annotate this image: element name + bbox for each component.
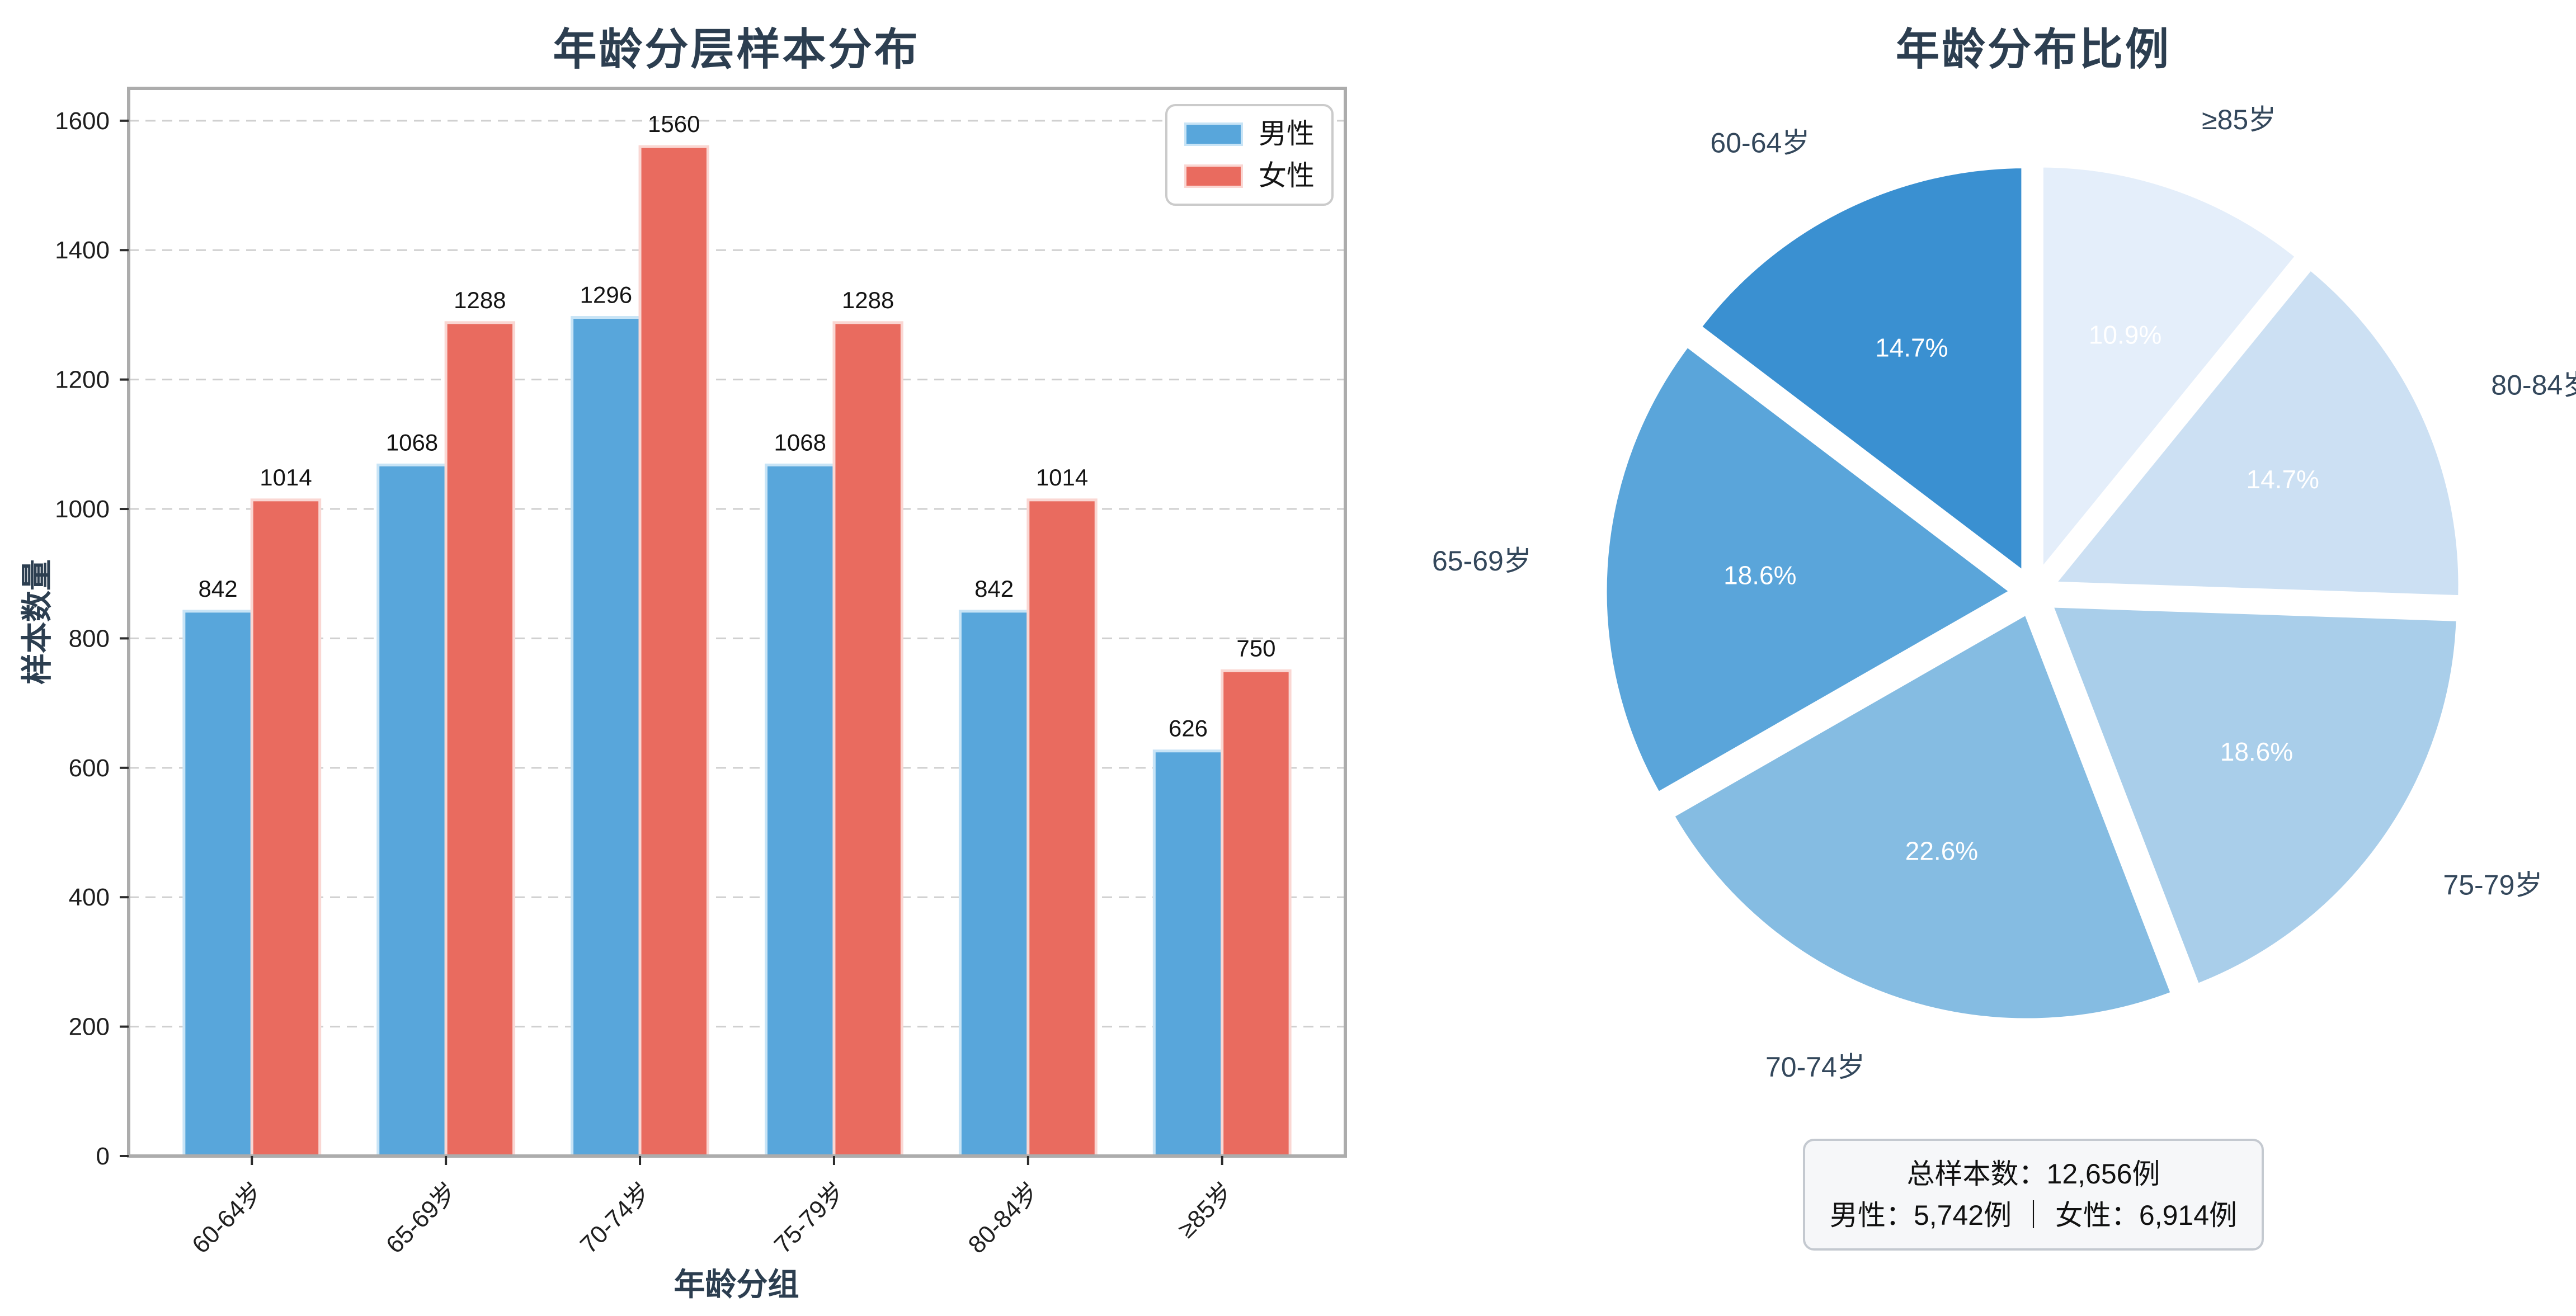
bar-female-5 [1221, 669, 1292, 1158]
pie-pct-3: 18.6% [2220, 737, 2293, 766]
pie-pct-1: 18.6% [1723, 560, 1796, 589]
value-label-male-1: 1068 [386, 429, 438, 455]
x-tick-label-2: 70-74岁 [575, 1177, 656, 1258]
value-label-male-4: 842 [974, 576, 1014, 602]
pie-label-2: 70-74岁 [1765, 1051, 1865, 1083]
bar-male-1 [376, 463, 448, 1158]
x-tick-label-1: 65-69岁 [381, 1177, 462, 1258]
bar-female-4 [1026, 498, 1098, 1158]
pie-slice-5 [2036, 160, 2303, 579]
y-tick-label-1600: 1600 [55, 107, 110, 135]
value-label-female-4: 1014 [1036, 464, 1088, 490]
pie-chart-canvas: 14.7% 18.6% 22.6% 18.6% 14.7% 10.9% 60-64岁 65-6… [1432, 104, 2576, 1083]
legend: 男性 女性 [1165, 104, 1334, 206]
y-tick-label-200: 200 [69, 1013, 110, 1041]
bar-female-3 [832, 321, 903, 1158]
pie-pct-5: 10.9% [2089, 320, 2161, 350]
legend-item-male: 男性 [1184, 119, 1315, 149]
value-label-female-2: 1560 [648, 111, 700, 137]
value-label-female-5: 750 [1236, 635, 1275, 661]
y-tick-label-400: 400 [69, 884, 110, 911]
value-label-male-5: 626 [1169, 715, 1208, 742]
bar-x-axis-title: 年龄分组 [674, 1267, 799, 1302]
pie-label-4: 80-84岁 [2491, 370, 2576, 401]
bar-male-5 [1152, 749, 1224, 1158]
legend-item-female: 女性 [1184, 161, 1315, 191]
female-swatch [1184, 164, 1243, 188]
pie-chart-panel: 年龄分布比例 14.7% 18.6% 22.6% 18.6% 14.7% 10.9% 60-… [1432, 0, 2576, 1316]
pie-pct-0: 14.7% [1875, 333, 1948, 362]
pie-slice-2 [1666, 607, 2179, 1026]
bar-male-4 [958, 610, 1030, 1158]
bar-chart-canvas: 0 200 400 600 800 1000 1200 1400 1600 60-64岁 65-69… [55, 87, 1347, 1259]
y-tick-label-1000: 1000 [55, 496, 110, 523]
pie-label-5: ≥85岁 [2202, 104, 2276, 135]
value-label-female-1: 1288 [454, 287, 506, 313]
total-annotation: 总样本数：12,656例 男性：5,742例 ｜ 女性：6,914例 [1802, 1139, 2264, 1251]
y-tick-label-1200: 1200 [55, 366, 110, 394]
x-tick-label-4: 80-84岁 [963, 1177, 1044, 1258]
x-tick-label-5: ≥85岁 [1172, 1177, 1238, 1243]
y-tick-label-0: 0 [96, 1143, 110, 1170]
bar-male-3 [765, 463, 836, 1158]
pie-slice-3 [2045, 600, 2464, 992]
pie-slice-4 [2047, 262, 2466, 603]
x-tick-label-3: 75-79岁 [769, 1177, 850, 1258]
annotation-line-total: 总样本数：12,656例 [1906, 1158, 2160, 1190]
bar-chart-title: 年龄分层样本分布 [553, 25, 920, 74]
pie-chart-title: 年龄分布比例 [1895, 25, 2171, 74]
y-tick-label-800: 800 [69, 625, 110, 652]
pie-slice-1 [1599, 339, 2018, 800]
value-label-male-0: 842 [199, 576, 238, 602]
legend-label-female: 女性 [1259, 160, 1315, 191]
bar-chart-panel: 年龄分层样本分布 0 200 400 600 800 1000 1200 1400 1600 60… [19, 25, 1347, 1302]
pie-label-0: 60-64岁 [1710, 128, 1810, 159]
bar-male-2 [571, 316, 642, 1158]
pie-pct-2: 22.6% [1905, 836, 1978, 865]
pie-slice-0 [1693, 161, 2029, 580]
value-label-female-0: 1014 [260, 464, 312, 490]
bar-female-1 [444, 321, 516, 1158]
pie-label-1: 65-69岁 [1432, 545, 1532, 577]
value-label-male-2: 1296 [580, 282, 632, 308]
axes-frame [127, 87, 1347, 1158]
value-label-male-3: 1068 [774, 429, 826, 455]
x-tick-label-0: 60-64岁 [187, 1177, 268, 1258]
y-tick-label-600: 600 [69, 754, 110, 782]
pie-label-3: 75-79岁 [2443, 869, 2542, 900]
male-swatch [1184, 122, 1243, 146]
bar-female-2 [638, 145, 709, 1158]
annotation-line-gender: 男性：5,742例 ｜ 女性：6,914例 [1829, 1200, 2238, 1231]
pie-pct-4: 14.7% [2247, 465, 2319, 494]
bar-female-0 [250, 498, 322, 1158]
bar-y-axis-title: 样本数量 [19, 559, 55, 685]
legend-label-male: 男性 [1259, 118, 1315, 149]
y-tick-label-1400: 1400 [55, 237, 110, 264]
value-label-female-3: 1288 [842, 287, 894, 313]
bar-male-0 [182, 610, 253, 1158]
